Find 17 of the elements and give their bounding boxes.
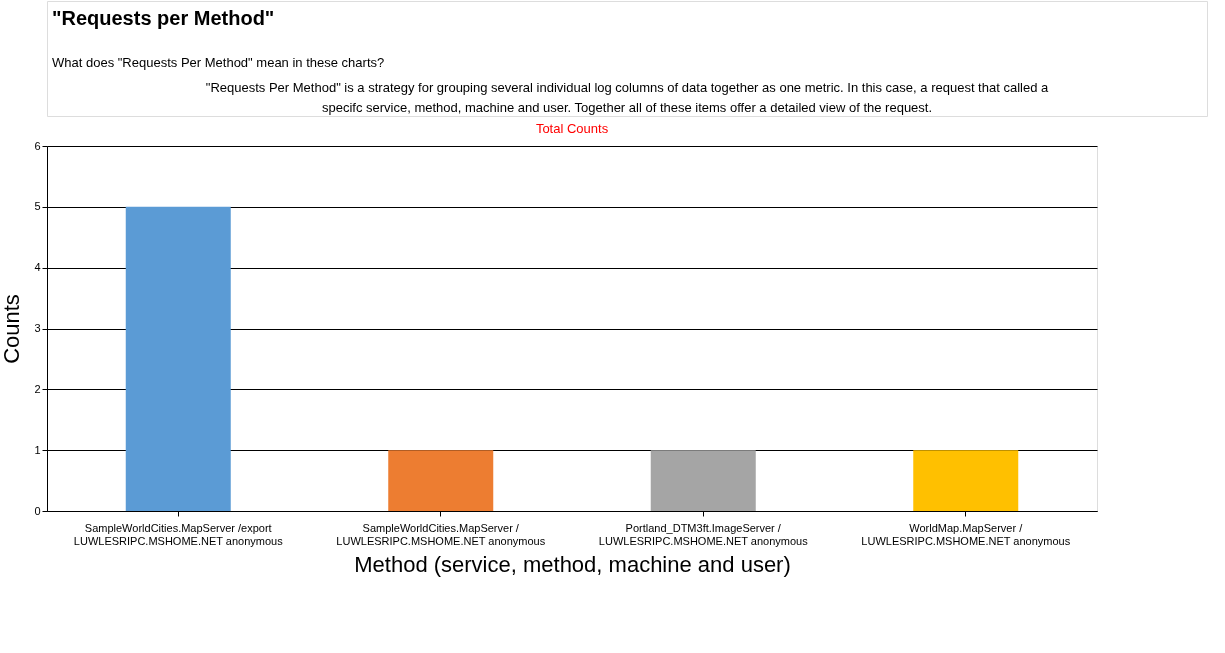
y-tick-label: 4 [34, 261, 41, 274]
y-tick-label: 2 [34, 382, 41, 395]
y-tick-label: 5 [34, 200, 41, 213]
x-tick-label: SampleWorldCities.MapServer / LUWLESRIPC.MSHOME.NET anonymous [336, 521, 546, 547]
y-tick-label: 1 [34, 443, 41, 456]
chart-title: Total Counts [535, 121, 609, 136]
text: What does "Requests Per Method" mean in these charts? [52, 55, 385, 70]
y-tick-label: 0 [34, 504, 41, 517]
y-tick-label: 6 [34, 139, 41, 152]
x-axis-title: Method (service, method, machine and user) [354, 551, 791, 577]
y-tick-label: 3 [34, 322, 41, 334]
y-axis-title: Counts [0, 294, 25, 364]
x-tick-label: Portland_DTM3ft.ImageServer / LUWLESRIPC.MSHOME.NET anonymous [598, 521, 809, 547]
x-tick-label: WorldMap.MapServer / LUWLESRIPC.MSHOME.NET anonymous [861, 521, 1071, 547]
x-tick-label: SampleWorldCities.MapServer /export LUWLESRIPC.MSHOME.NET anonymous [73, 521, 284, 547]
text: "Requests Per Method" is a strategy for grouping several individual log columns of data together as one metric. In this case, a request that called a specifc service, method, machine and user. Together all of these items offer a detailed view of the request. [205, 80, 1049, 115]
text: "Requests per Method" [52, 7, 275, 29]
